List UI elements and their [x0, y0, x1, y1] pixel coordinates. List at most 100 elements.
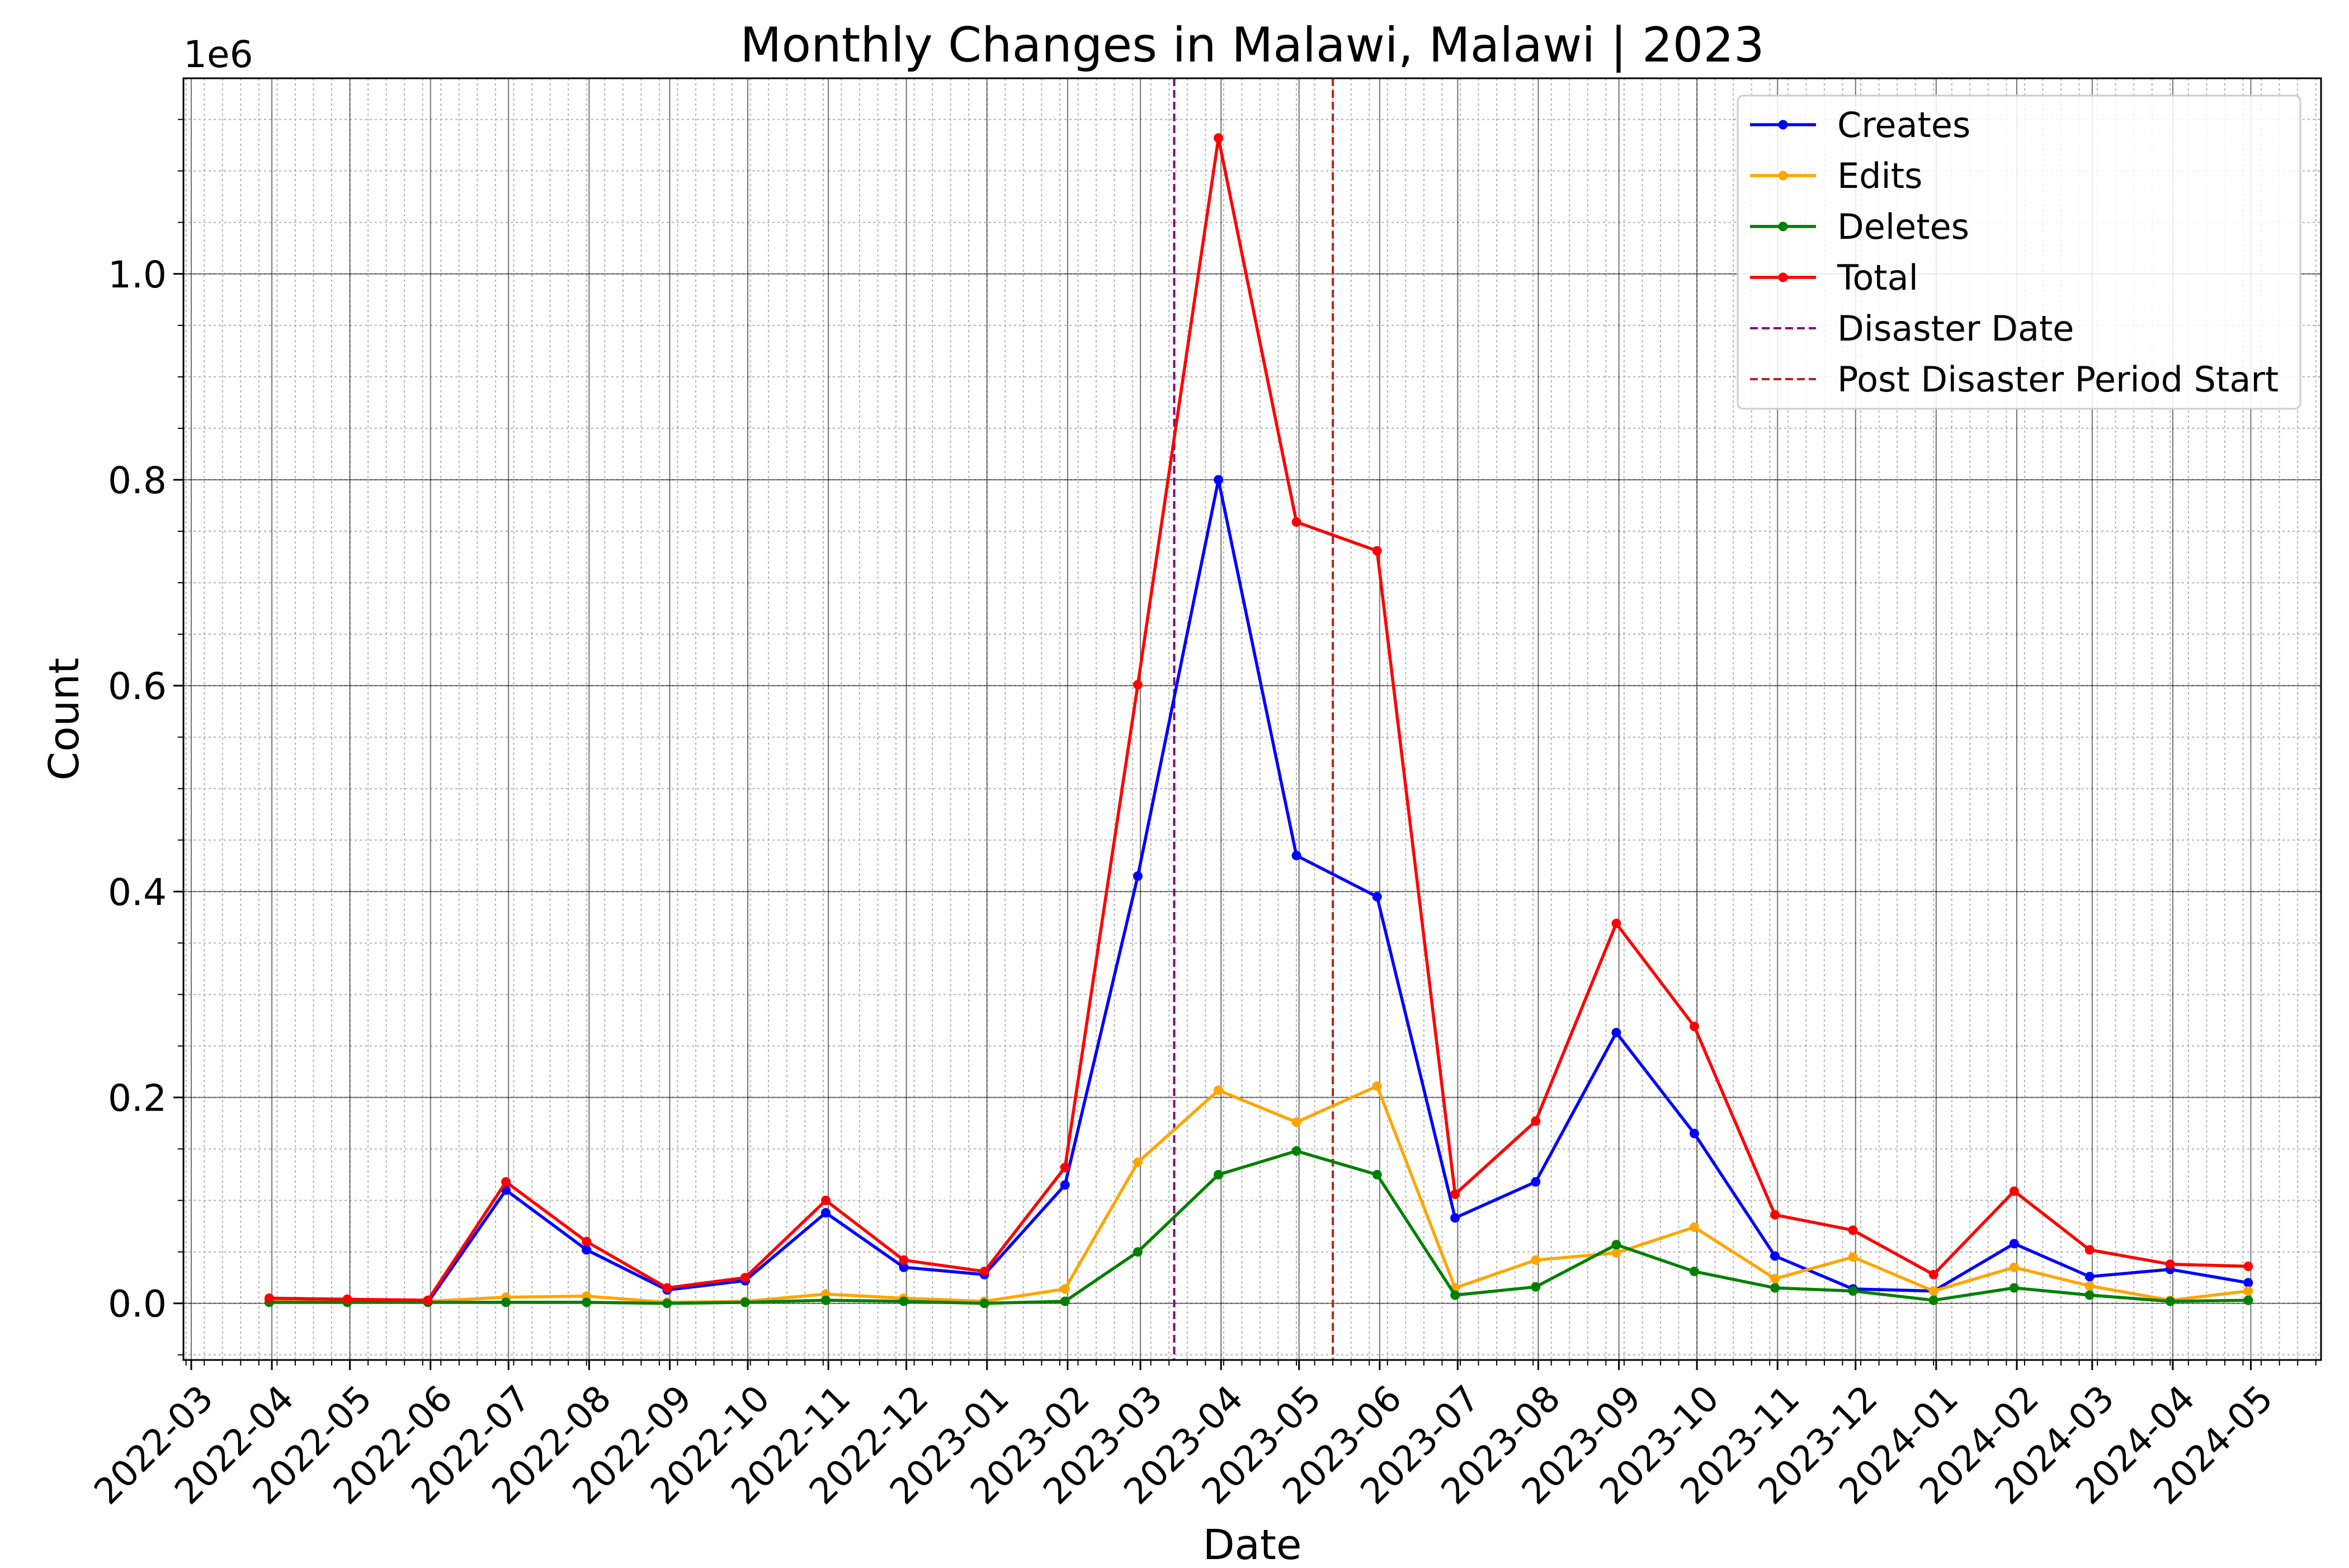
data-point-total — [423, 1295, 433, 1305]
event-lines — [1173, 78, 1334, 1360]
data-point-total — [1611, 918, 1621, 928]
y-axis-label: Count — [40, 658, 88, 781]
major-grid — [183, 78, 2321, 1360]
data-point-deletes — [820, 1295, 831, 1305]
legend-label-total: Total — [1837, 257, 1918, 298]
data-point-deletes — [2165, 1296, 2175, 1306]
data-point-total — [1531, 1116, 1541, 1126]
data-point-edits — [1689, 1222, 1699, 1232]
data-point-total — [2009, 1186, 2019, 1196]
data-point-edits — [2084, 1281, 2095, 1291]
data-point-deletes — [2009, 1283, 2019, 1293]
data-point-creates — [2243, 1278, 2253, 1288]
data-point-deletes — [2243, 1295, 2253, 1305]
data-point-total — [1450, 1189, 1460, 1199]
data-point-creates — [1770, 1251, 1780, 1261]
legend-label-creates: Creates — [1837, 105, 1970, 145]
data-point-total — [1291, 517, 1301, 527]
data-point-total — [1770, 1210, 1780, 1220]
data-point-total — [2084, 1245, 2095, 1255]
data-point-edits — [1372, 1081, 1382, 1091]
data-point-total — [501, 1177, 511, 1187]
data-point-edits — [1291, 1117, 1301, 1127]
data-point-edits — [2243, 1286, 2253, 1296]
data-point-deletes — [1214, 1170, 1224, 1180]
data-point-deletes — [1060, 1296, 1070, 1306]
data-point-deletes — [1848, 1286, 1858, 1296]
data-point-edits — [1928, 1286, 1938, 1296]
data-point-deletes — [899, 1296, 909, 1306]
data-point-creates — [820, 1208, 831, 1218]
data-point-deletes — [582, 1297, 592, 1307]
series-line-creates — [269, 478, 2249, 1304]
data-point-edits — [1060, 1284, 1070, 1294]
y-tick-label: 0.2 — [108, 1077, 167, 1120]
data-point-deletes — [1133, 1247, 1143, 1257]
data-point-creates — [2084, 1272, 2095, 1282]
data-point-creates — [1060, 1180, 1070, 1190]
data-point-edits — [1611, 1248, 1621, 1258]
data-point-deletes — [1770, 1283, 1780, 1293]
data-point-creates — [899, 1262, 909, 1272]
data-point-creates — [1689, 1128, 1699, 1139]
data-point-deletes — [1372, 1170, 1382, 1180]
legend-marker-edits — [1778, 171, 1788, 181]
data-point-edits — [1531, 1255, 1541, 1265]
data-point-total — [820, 1196, 831, 1206]
y-tick-label: 0.4 — [108, 871, 167, 914]
data-point-edits — [2009, 1262, 2019, 1272]
data-point-deletes — [1531, 1282, 1541, 1292]
data-point-total — [1133, 679, 1143, 689]
data-point-edits — [1770, 1274, 1780, 1284]
series-line-deletes — [269, 1149, 2248, 1305]
legend-marker-deletes — [1778, 221, 1788, 232]
x-axis-label: Date — [1203, 1521, 1302, 1566]
data-point-total — [582, 1236, 592, 1246]
legend-label-post-disaster-period-start: Post Disaster Period Start — [1837, 359, 2279, 400]
legend-box — [1737, 95, 2301, 410]
data-point-deletes — [1689, 1267, 1699, 1277]
y-tick-label: 0.0 — [108, 1283, 167, 1326]
series-total — [264, 133, 2253, 1305]
data-point-total — [264, 1293, 274, 1303]
data-point-deletes — [501, 1297, 511, 1307]
data-point-creates — [582, 1245, 592, 1255]
data-point-edits — [1214, 1085, 1224, 1095]
data-point-creates — [1291, 851, 1301, 861]
data-point-deletes — [2084, 1290, 2095, 1300]
data-point-creates — [1531, 1177, 1541, 1187]
data-point-edits — [1848, 1252, 1858, 1262]
data-point-total — [662, 1283, 672, 1293]
data-point-creates — [1372, 892, 1382, 902]
y-tick-label: 1.0 — [108, 253, 167, 296]
data-point-creates — [1611, 1028, 1621, 1038]
series-layer — [264, 133, 2253, 1309]
data-point-total — [342, 1294, 352, 1304]
data-point-creates — [2009, 1239, 2019, 1249]
chart-title: Monthly Changes in Malawi, Malawi | 2023 — [740, 17, 1764, 73]
data-point-deletes — [662, 1298, 672, 1309]
legend-label-edits: Edits — [1837, 155, 1922, 196]
legend: Creates Edits Deletes Total Disaster Date Pos… — [1737, 95, 2301, 410]
data-point-creates — [1214, 475, 1224, 485]
data-point-total — [2243, 1261, 2253, 1271]
data-point-deletes — [1450, 1290, 1460, 1300]
data-point-total — [1689, 1022, 1699, 1032]
y-tick-label: 0.6 — [108, 665, 167, 708]
data-point-deletes — [1291, 1146, 1301, 1156]
series-line-total — [269, 136, 2248, 1302]
y-tick-label: 0.8 — [108, 459, 167, 502]
series-line-edits — [269, 1084, 2249, 1304]
data-point-total — [740, 1273, 750, 1283]
data-point-total — [1372, 546, 1382, 556]
plot-frame — [182, 77, 2322, 1361]
data-point-creates — [1450, 1213, 1460, 1223]
data-point-deletes — [1928, 1295, 1938, 1305]
data-point-total — [899, 1255, 909, 1265]
data-point-deletes — [740, 1297, 750, 1307]
data-point-deletes — [1611, 1240, 1621, 1250]
legend-marker-creates — [1778, 120, 1788, 130]
legend-label-deletes: Deletes — [1837, 206, 1969, 247]
data-point-total — [1928, 1269, 1938, 1279]
